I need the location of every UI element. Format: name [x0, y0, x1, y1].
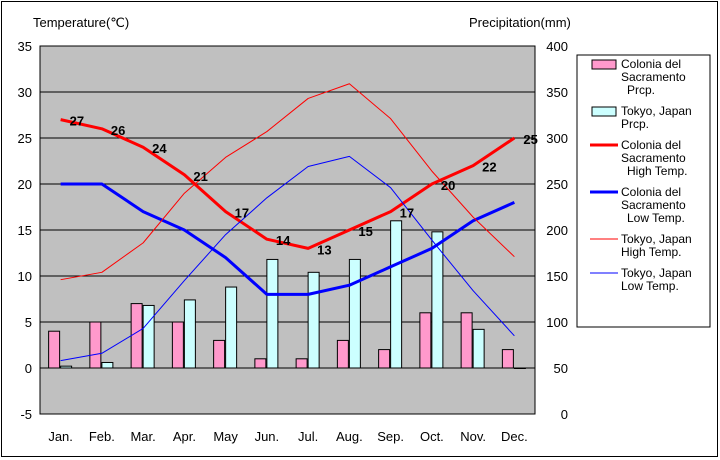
right-tick-label: 250	[546, 177, 568, 192]
data-label: 14	[276, 233, 291, 248]
legend: Colonia del Sacramento Prcp. Tokyo, Japan Pr…	[576, 54, 711, 328]
data-label: 17	[235, 206, 249, 221]
right-tick-label: 300	[546, 131, 568, 146]
bar	[348, 258, 361, 369]
bar	[336, 339, 349, 369]
data-labels: 27 26 24 21 17 14 13 15 17 20 22 25	[70, 114, 538, 258]
legend-label: Colonia del Sacramento Prcp.	[621, 57, 686, 97]
x-tick-label: Jun.	[255, 429, 280, 444]
legend-entry: Colonia del Sacramento High Temp.	[590, 138, 687, 178]
bar	[419, 312, 432, 369]
data-label: 20	[441, 178, 455, 193]
bar	[266, 258, 279, 369]
bar	[48, 330, 61, 369]
bar	[472, 328, 485, 369]
data-label: 15	[358, 224, 372, 239]
x-tick-label: Jan.	[48, 429, 73, 444]
series-line	[60, 118, 516, 250]
legend-entry: Tokyo, Japan Low Temp.	[590, 266, 692, 293]
bar	[142, 304, 155, 369]
x-tick-label: Apr.	[173, 429, 196, 444]
legend-label: Tokyo, Japan Prcp.	[621, 104, 692, 131]
series-line	[60, 83, 515, 281]
left-tick-label: 5	[25, 315, 32, 330]
right-tick-label: 50	[554, 361, 568, 376]
data-label: 25	[523, 132, 537, 147]
bar	[130, 303, 143, 369]
bar	[89, 321, 102, 369]
left-tick-label: 20	[18, 177, 32, 192]
bar	[307, 271, 320, 369]
data-label: 27	[70, 114, 84, 129]
left-tick-label: -5	[20, 407, 32, 422]
right-axis-title: Precipitation(mm)	[469, 15, 571, 30]
bar	[183, 299, 196, 369]
left-axis-title: Temperature(℃)	[33, 15, 129, 30]
series-line	[60, 155, 515, 362]
bar	[171, 321, 184, 369]
legend-label: Colonia del Sacramento High Temp.	[621, 138, 687, 178]
bar	[101, 361, 114, 369]
x-tick-label: Oct.	[420, 429, 444, 444]
right-tick-label: 400	[546, 39, 568, 54]
bar	[225, 286, 238, 369]
x-tick-label: Feb.	[89, 429, 115, 444]
left-tick-label: 15	[18, 223, 32, 238]
data-label: 21	[193, 169, 207, 184]
legend-entry: Tokyo, Japan High Temp.	[590, 232, 692, 259]
bars	[48, 220, 526, 369]
left-tick-label: 25	[18, 131, 32, 146]
bar	[431, 231, 444, 369]
data-label: 22	[482, 160, 496, 175]
legend-entry: Colonia del Sacramento Prcp.	[591, 57, 686, 97]
bar	[254, 358, 267, 369]
bar	[501, 349, 514, 369]
legend-swatch	[591, 59, 617, 70]
x-tick-label: Mar.	[130, 429, 155, 444]
bar	[213, 339, 226, 369]
left-tick-label: 30	[18, 85, 32, 100]
left-tick-label: 10	[18, 269, 32, 284]
x-tick-label: May	[213, 429, 238, 444]
bar	[378, 349, 391, 369]
series-lines	[60, 83, 516, 362]
bar	[60, 365, 73, 369]
left-tick-label: 35	[18, 39, 32, 54]
x-tick-label: Sep.	[377, 429, 404, 444]
data-label: 17	[400, 206, 414, 221]
x-tick-label: Nov.	[460, 429, 486, 444]
right-tick-label: 100	[546, 315, 568, 330]
legend-label: Tokyo, Japan Low Temp.	[621, 266, 692, 293]
x-tick-label: Jul.	[298, 429, 318, 444]
legend-entry: Colonia del Sacramento Low Temp.	[590, 185, 686, 225]
legend-entry: Tokyo, Japan Prcp.	[591, 104, 692, 131]
legend-label: Tokyo, Japan High Temp.	[621, 232, 692, 259]
bar	[460, 312, 473, 369]
legend-swatch	[591, 106, 617, 117]
right-tick-label: 0	[561, 407, 568, 422]
right-tick-label: 200	[546, 223, 568, 238]
right-tick-label: 150	[546, 269, 568, 284]
data-label: 24	[152, 141, 167, 156]
series-line	[60, 182, 515, 296]
data-label: 26	[111, 123, 125, 138]
x-tick-label: Aug.	[336, 429, 363, 444]
bar	[295, 358, 308, 369]
data-label: 13	[317, 242, 331, 257]
left-tick-label: 0	[25, 361, 32, 376]
legend-label: Colonia del Sacramento Low Temp.	[621, 185, 686, 225]
bar	[513, 367, 526, 369]
tick-labels: -505101520253035050100150200250300350400…	[18, 39, 568, 444]
bar	[390, 220, 403, 369]
x-tick-label: Dec.	[501, 429, 528, 444]
right-tick-label: 350	[546, 85, 568, 100]
